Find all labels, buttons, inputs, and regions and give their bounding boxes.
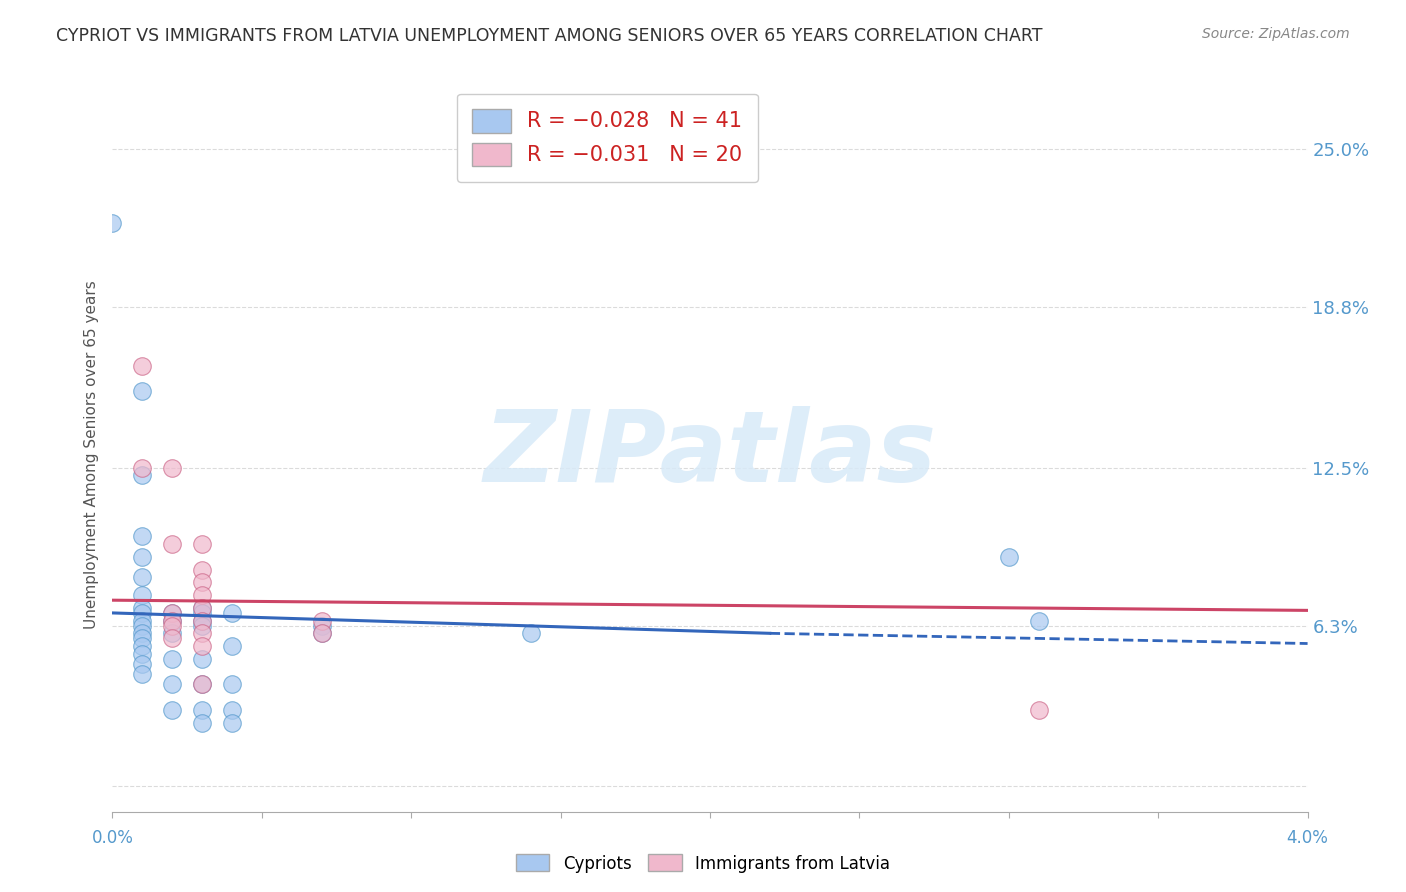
Legend: Cypriots, Immigrants from Latvia: Cypriots, Immigrants from Latvia <box>509 847 897 880</box>
Point <box>191 606 214 620</box>
Point <box>131 588 153 602</box>
Point <box>131 647 153 661</box>
Point <box>311 618 333 632</box>
Point <box>162 537 183 551</box>
Point <box>162 606 183 620</box>
Point <box>221 715 243 730</box>
Point <box>191 618 214 632</box>
Point <box>191 677 214 691</box>
Point <box>131 614 153 628</box>
Point <box>131 460 153 475</box>
Text: Source: ZipAtlas.com: Source: ZipAtlas.com <box>1202 27 1350 41</box>
Point <box>131 384 153 399</box>
Point <box>162 626 183 640</box>
Point <box>162 703 183 717</box>
Point <box>191 652 214 666</box>
Point <box>1028 703 1050 717</box>
Point <box>191 703 214 717</box>
Point <box>311 626 333 640</box>
Legend: R = −0.028   N = 41, R = −0.031   N = 20: R = −0.028 N = 41, R = −0.031 N = 20 <box>457 94 758 182</box>
Point <box>191 563 214 577</box>
Point <box>131 618 153 632</box>
Point <box>191 614 214 628</box>
Text: ZIPatlas: ZIPatlas <box>484 407 936 503</box>
Point <box>131 667 153 681</box>
Point <box>162 606 183 620</box>
Point <box>311 626 333 640</box>
Point <box>191 614 214 628</box>
Point <box>191 588 214 602</box>
Point <box>191 715 214 730</box>
Point <box>131 606 153 620</box>
Text: 0.0%: 0.0% <box>91 829 134 847</box>
Point <box>162 652 183 666</box>
Point <box>162 677 183 691</box>
Point <box>131 626 153 640</box>
Point <box>131 529 153 543</box>
Point <box>131 570 153 584</box>
Point <box>162 460 183 475</box>
Point <box>1028 614 1050 628</box>
Point <box>191 639 214 653</box>
Point <box>221 606 243 620</box>
Point <box>311 614 333 628</box>
Point <box>131 657 153 671</box>
Point <box>162 614 183 628</box>
Point <box>131 639 153 653</box>
Point <box>131 549 153 564</box>
Y-axis label: Unemployment Among Seniors over 65 years: Unemployment Among Seniors over 65 years <box>84 281 100 629</box>
Point <box>520 626 543 640</box>
Text: CYPRIOT VS IMMIGRANTS FROM LATVIA UNEMPLOYMENT AMONG SENIORS OVER 65 YEARS CORRE: CYPRIOT VS IMMIGRANTS FROM LATVIA UNEMPL… <box>56 27 1043 45</box>
Text: 4.0%: 4.0% <box>1286 829 1329 847</box>
Point <box>997 549 1019 564</box>
Point <box>162 618 183 632</box>
Point <box>191 626 214 640</box>
Point <box>162 632 183 646</box>
Point <box>131 600 153 615</box>
Point <box>221 703 243 717</box>
Point <box>131 359 153 373</box>
Point <box>101 216 124 230</box>
Point <box>221 639 243 653</box>
Point <box>131 468 153 483</box>
Point <box>191 575 214 590</box>
Point <box>131 632 153 646</box>
Point <box>191 677 214 691</box>
Point <box>162 614 183 628</box>
Point <box>191 600 214 615</box>
Point <box>191 537 214 551</box>
Point <box>191 600 214 615</box>
Point <box>221 677 243 691</box>
